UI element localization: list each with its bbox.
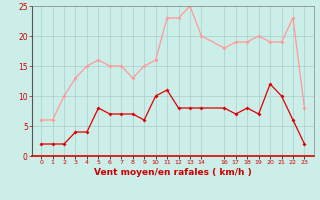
X-axis label: Vent moyen/en rafales ( km/h ): Vent moyen/en rafales ( km/h ) [94,168,252,177]
